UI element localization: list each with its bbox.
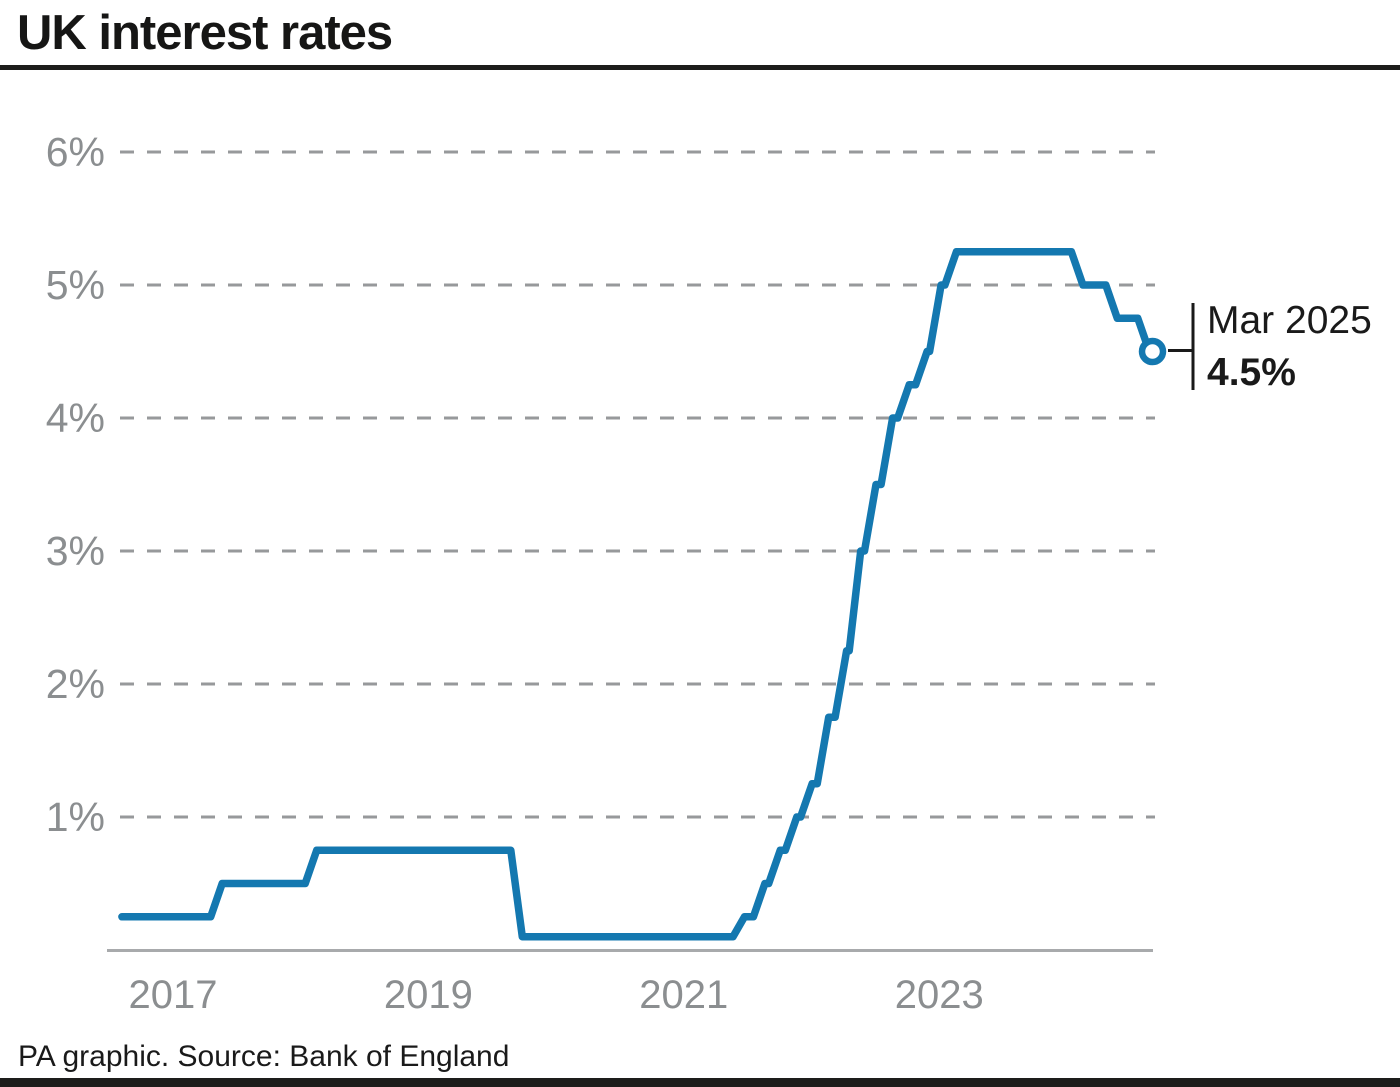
bottom-border-bar [0, 1078, 1400, 1087]
gridlines [120, 150, 1155, 819]
chart-title: UK interest rates [17, 6, 393, 60]
source-credit: PA graphic. Source: Bank of England [18, 1040, 510, 1073]
y-tick-label: 2% [46, 661, 105, 707]
x-tick-label: 2021 [639, 973, 728, 1017]
x-axis-labels: 2017 2019 2021 2023 [129, 973, 984, 1017]
latest-point-marker [1138, 337, 1167, 366]
y-tick-label: 3% [46, 528, 105, 574]
y-tick-label: 4% [46, 395, 105, 441]
x-tick-label: 2019 [384, 973, 473, 1017]
callout-rate-value: 4.5% [1207, 351, 1296, 394]
y-tick-label: 1% [46, 794, 105, 840]
x-tick-label: 2017 [129, 973, 218, 1017]
y-tick-label: 6% [46, 129, 105, 175]
x-tick-label: 2023 [895, 973, 984, 1017]
y-tick-label: 5% [46, 262, 105, 308]
callout-date-label: Mar 2025 [1207, 299, 1372, 342]
title-divider-rule [0, 65, 1400, 70]
rate-line-series [118, 248, 1157, 941]
y-axis-labels: 1% 2% 3% 4% 5% 6% [46, 129, 105, 840]
